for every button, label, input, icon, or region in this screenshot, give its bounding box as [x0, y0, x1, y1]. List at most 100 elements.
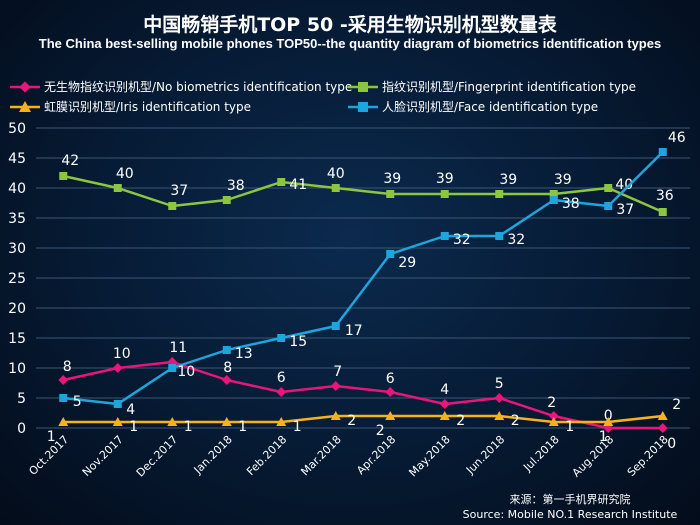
data-label: 13	[235, 346, 253, 362]
data-point	[331, 322, 340, 330]
data-label: 39	[554, 172, 572, 188]
source-note-en: Source: Mobile NO.1 Research Institute	[462, 508, 678, 521]
legend-label-fingerprint: 指纹识别机型/Fingerprint identification type	[382, 80, 637, 94]
data-label: 2	[511, 413, 520, 429]
data-label: 5	[73, 394, 82, 410]
data-label: 36	[656, 188, 674, 204]
data-point	[658, 148, 667, 156]
data-label: 2	[456, 413, 465, 429]
data-label: 37	[170, 183, 188, 199]
data-label: 17	[345, 323, 363, 339]
data-label: 32	[507, 232, 525, 248]
data-label: 1	[599, 429, 608, 445]
y-tick-label: 20	[8, 301, 26, 317]
data-label: 2	[347, 413, 356, 429]
data-label: 1	[47, 429, 56, 445]
data-point	[221, 417, 232, 426]
data-label: 5	[495, 376, 504, 392]
series-line	[63, 151, 664, 406]
x-tick-label: Sep.2018	[625, 433, 671, 479]
data-label: 39	[383, 171, 401, 187]
x-tick-label: Feb.2018	[244, 433, 289, 478]
y-tick-label: 30	[8, 241, 26, 257]
legend-swatch-fingerprint	[348, 81, 378, 92]
data-point	[58, 375, 69, 385]
data-label: 4	[126, 402, 135, 418]
data-point	[58, 417, 69, 426]
data-label: 40	[327, 166, 345, 182]
data-label: 32	[453, 232, 471, 248]
y-tick-label: 15	[8, 331, 26, 347]
legend-label-no-biometrics: 无生物指纹识别机型/No biometrics identification t…	[44, 80, 353, 94]
series-line	[62, 360, 663, 430]
chart-title: 中国畅销手机TOP 50 -采用生物识别机型数量表	[143, 14, 557, 36]
data-point	[495, 190, 504, 198]
data-point	[494, 411, 505, 420]
series-line	[62, 174, 664, 214]
legend-label-iris: 虹膜识别机型/Iris identification type	[44, 100, 252, 114]
x-tick-label: Aug.2018	[570, 433, 617, 480]
legend-item-fingerprint: 指纹识别机型/Fingerprint identification type	[348, 78, 636, 95]
legend-swatch-iris	[10, 100, 40, 112]
data-point	[276, 417, 287, 426]
data-point	[222, 346, 231, 354]
data-point	[113, 184, 122, 192]
data-label: 46	[668, 130, 686, 146]
data-point	[221, 375, 232, 385]
data-point	[277, 334, 286, 342]
data-label: 6	[277, 370, 286, 386]
data-label: 42	[61, 153, 79, 169]
data-point	[549, 196, 558, 204]
data-point	[167, 417, 178, 426]
source-note: 来源：第一手机界研究院 Source: Mobile NO.1 Research…	[450, 492, 690, 522]
y-tick-label: 5	[17, 391, 26, 407]
legend-swatch-no-biometrics	[10, 80, 40, 93]
data-point	[59, 394, 68, 402]
source-note-cn: 来源：第一手机界研究院	[509, 493, 631, 506]
data-label: 7	[333, 364, 342, 380]
data-label: 8	[223, 360, 232, 376]
data-point	[439, 399, 450, 409]
data-point	[439, 411, 450, 420]
data-point	[330, 381, 341, 391]
data-label: 38	[227, 178, 245, 194]
data-label: 15	[289, 334, 307, 350]
data-label: 40	[615, 177, 633, 193]
data-label: 10	[113, 346, 131, 362]
legend-item-iris: 虹膜识别机型/Iris identification type	[10, 98, 251, 115]
data-point	[386, 250, 395, 258]
data-point	[276, 387, 287, 397]
data-label: 39	[499, 172, 517, 188]
data-label: 29	[398, 255, 416, 271]
data-label: 1	[129, 419, 138, 435]
x-tick-label: Jul.2018	[520, 433, 562, 475]
data-label: 11	[169, 340, 187, 356]
data-point	[657, 411, 668, 420]
y-tick-label: 40	[8, 181, 26, 197]
data-point	[549, 190, 558, 198]
data-point	[603, 417, 614, 426]
legend-swatch-face	[348, 101, 378, 112]
data-point	[331, 184, 340, 192]
data-point	[113, 400, 122, 408]
y-tick-label: 25	[8, 271, 26, 287]
data-label: 0	[667, 436, 676, 452]
y-tick-label: 50	[8, 121, 26, 137]
x-tick-label: Jun.2018	[463, 433, 507, 477]
data-label: 6	[386, 371, 395, 387]
data-label: 2	[672, 397, 681, 413]
y-tick-label: 10	[8, 361, 26, 377]
x-tick-label: May.2018	[406, 433, 452, 479]
data-point	[386, 190, 395, 198]
x-tick-label: Apr.2018	[354, 433, 398, 477]
y-tick-label: 0	[17, 421, 26, 437]
legend-label-face: 人脸识别机型/Face identification type	[382, 100, 599, 114]
data-label: 1	[184, 419, 193, 435]
data-point	[440, 232, 449, 240]
data-point	[548, 417, 559, 426]
legend-item-face: 人脸识别机型/Face identification type	[348, 98, 598, 115]
data-label: 2	[376, 423, 385, 439]
data-point	[604, 184, 613, 192]
data-point	[385, 387, 396, 397]
